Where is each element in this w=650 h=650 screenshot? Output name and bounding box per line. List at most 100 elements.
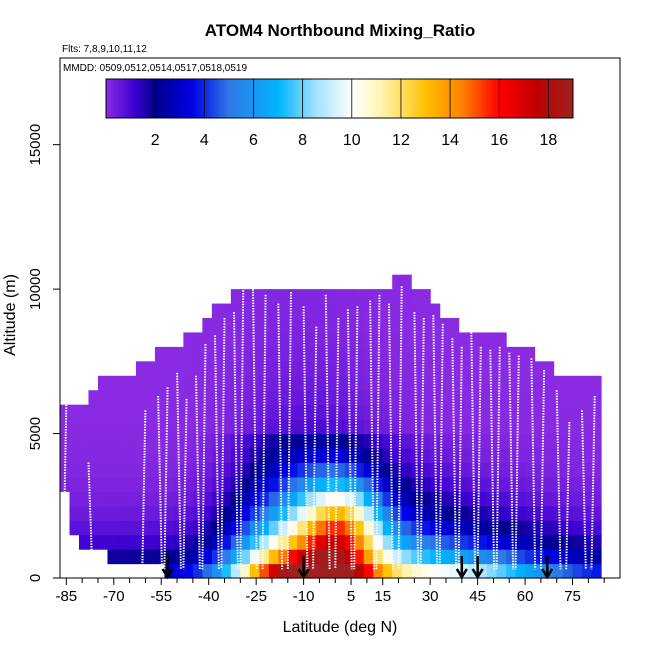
heatmap-cell <box>582 549 593 565</box>
heatmap-cell <box>183 346 194 362</box>
colorbar-segment <box>405 79 409 118</box>
flight-track <box>182 398 188 570</box>
heatmap-cell <box>487 390 498 406</box>
heatmap-cell <box>553 404 564 420</box>
heatmap-cell <box>164 520 175 536</box>
heatmap-cell <box>173 346 184 362</box>
heatmap-cell <box>572 534 583 550</box>
y-tick-label: 10000 <box>27 268 44 310</box>
heatmap-cell <box>591 505 602 521</box>
colorbar-segment <box>550 79 554 118</box>
heatmap-cell <box>591 534 602 550</box>
heatmap-cell <box>268 534 279 550</box>
colorbar-segment <box>408 79 412 118</box>
colorbar-segment <box>297 79 301 118</box>
flights-label: Flts: 7,8,9,10,11,12 <box>62 44 147 55</box>
heatmap-cell <box>325 332 336 348</box>
heatmap-cell <box>230 534 241 550</box>
heatmap-cell <box>316 289 327 305</box>
heatmap-cell <box>373 303 384 319</box>
heatmap-cell <box>420 361 431 377</box>
colorbar-segment <box>467 79 471 118</box>
colorbar-segment <box>260 79 264 118</box>
heatmap-cell <box>268 332 279 348</box>
heatmap-cell <box>306 476 317 492</box>
heatmap-cell <box>278 549 289 565</box>
heatmap-cell <box>496 505 507 521</box>
colorbar-segment <box>393 79 397 118</box>
heatmap-cell <box>69 491 80 507</box>
heatmap-cell <box>116 448 128 464</box>
colorbar-tick-label: 12 <box>392 132 410 149</box>
heatmap-cell <box>420 520 431 536</box>
colorbar-segment <box>450 79 454 118</box>
heatmap-cell <box>230 563 241 579</box>
heatmap-cell <box>392 491 403 507</box>
heatmap-cell <box>354 448 365 464</box>
heatmap-cell <box>316 303 327 319</box>
flight-track <box>451 338 458 570</box>
colorbar-segment <box>228 79 232 118</box>
colorbar-segment <box>459 79 463 118</box>
flight-arrows <box>161 556 554 580</box>
heatmap-cell <box>192 462 203 478</box>
heatmap-cell <box>382 505 393 521</box>
heatmap-cell <box>211 520 222 536</box>
colorbar-segment <box>376 79 380 118</box>
heatmap-cell <box>382 289 393 305</box>
heatmap-cell <box>287 318 298 334</box>
heatmap-cell <box>164 433 175 449</box>
heatmap-cell <box>145 419 156 435</box>
heatmap-cell <box>145 448 156 464</box>
colorbar-segment <box>464 79 468 118</box>
heatmap-cell <box>249 563 260 579</box>
heatmap-cell <box>306 318 317 334</box>
heatmap-cell <box>202 520 213 536</box>
heatmap-cell <box>297 404 308 420</box>
colorbar-segment <box>332 79 336 118</box>
heatmap-cell <box>259 491 270 507</box>
heatmap-cell <box>487 375 498 391</box>
heatmap-cell <box>97 534 109 550</box>
colorbar-segment <box>226 79 230 118</box>
heatmap-cell <box>268 419 279 435</box>
heatmap-cell <box>107 476 118 492</box>
heatmap-cell <box>287 346 298 362</box>
heatmap-cell <box>78 520 90 536</box>
heatmap-cell <box>515 448 526 464</box>
heatmap-cell <box>430 534 441 550</box>
flight-track <box>457 346 463 570</box>
heatmap-cell <box>192 419 203 435</box>
flight-track <box>438 323 444 570</box>
heatmap-cell <box>278 375 289 391</box>
colorbar-segment <box>233 79 237 118</box>
heatmap-cell <box>183 390 194 406</box>
heatmap-cell <box>392 375 403 391</box>
x-tick-label: 15 <box>374 588 391 605</box>
heatmap-cell <box>316 375 327 391</box>
colorbar-segment <box>278 79 282 118</box>
heatmap-cell <box>515 375 526 391</box>
heatmap-cell <box>477 448 488 464</box>
heatmap-cell <box>164 419 175 435</box>
heatmap-cell <box>240 491 251 507</box>
heatmap-cell <box>240 549 251 565</box>
heatmap-cell <box>354 505 365 521</box>
heatmap-cell <box>88 404 99 420</box>
heatmap-cell <box>401 375 412 391</box>
heatmap-cell <box>116 476 128 492</box>
heatmap-cell <box>363 534 374 550</box>
heatmap-cell <box>401 361 412 377</box>
heatmap-cell <box>221 448 232 464</box>
heatmap-cell <box>363 332 374 348</box>
heatmap-cell <box>268 289 279 305</box>
heatmap-cell <box>354 549 365 565</box>
heatmap-cell <box>487 563 498 579</box>
heatmap-cell <box>335 462 346 478</box>
heatmap-cell <box>411 303 422 319</box>
heatmap-cell <box>183 433 194 449</box>
heatmap-cell <box>240 346 251 362</box>
colorbar-segment <box>327 79 331 118</box>
heatmap-cell <box>468 505 479 521</box>
heatmap-cell <box>154 361 166 377</box>
